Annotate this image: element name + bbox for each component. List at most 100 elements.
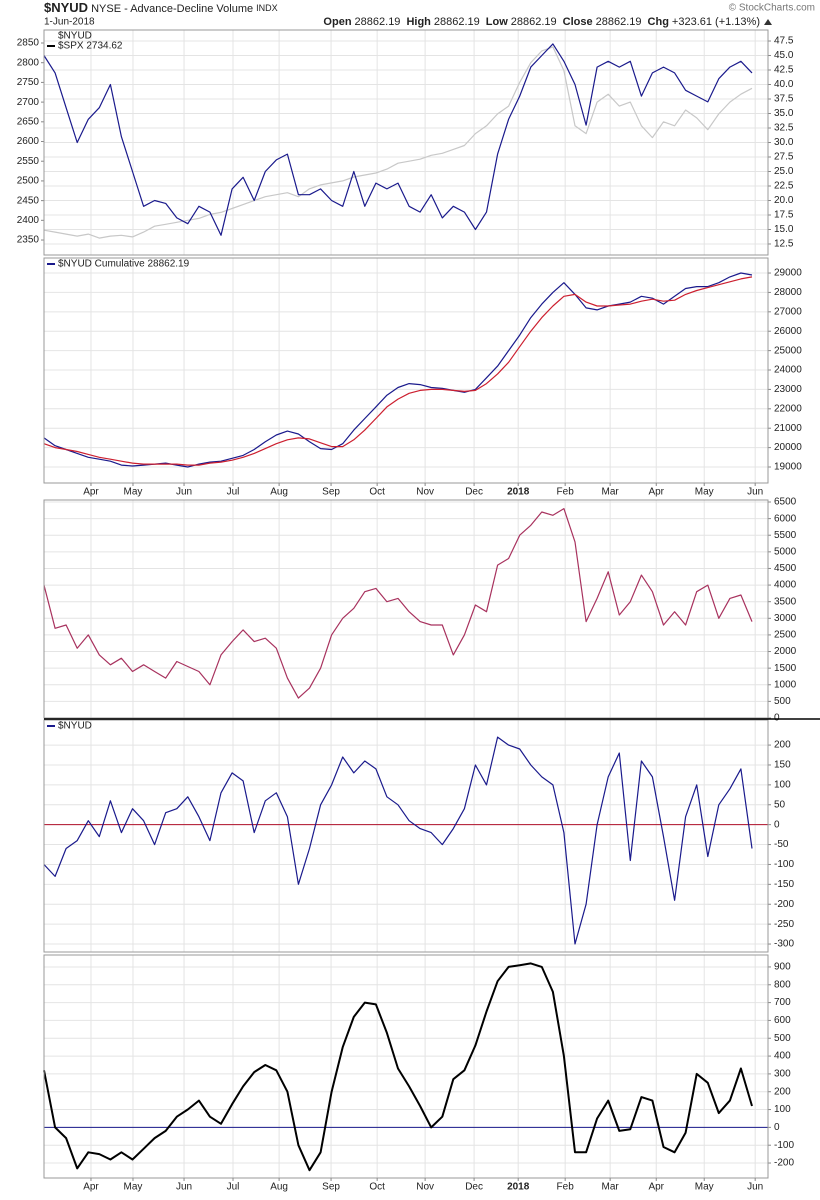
- y-tick-label: -200: [774, 1158, 794, 1169]
- y-tick-label: 200: [774, 740, 791, 751]
- y-tick-label: 0: [774, 1122, 780, 1133]
- y-tick-label: 1000: [774, 679, 797, 690]
- y2-tick-label: 2550: [17, 156, 40, 167]
- x-tick-label: Dec: [465, 1182, 483, 1193]
- y-tick-label: 19000: [774, 462, 802, 473]
- y-tick-label: 37.5: [774, 94, 794, 105]
- y-tick-label: 30.0: [774, 137, 794, 148]
- y-tick-label: 6000: [774, 513, 797, 524]
- header-stats: Open 28862.19 High 28862.19 Low 28862.19 Close…: [323, 16, 760, 28]
- stat-value: 28862.19: [434, 16, 480, 28]
- y-tick-label: -100: [774, 859, 794, 870]
- x-tick-label: Nov: [416, 487, 434, 498]
- x-tick-label: Oct: [369, 487, 385, 498]
- x-tick-label: Apr: [83, 487, 99, 498]
- y2-tick-label: 2400: [17, 215, 40, 226]
- panel-frame: [43, 499, 769, 719]
- y-tick-label: 800: [774, 979, 791, 990]
- x-tick-label: Feb: [557, 487, 575, 498]
- y-tick-label: 600: [774, 1015, 791, 1026]
- x-tick-label: Sep: [322, 487, 340, 498]
- x-tick-label: May: [124, 487, 143, 498]
- y-tick-label: 900: [774, 962, 791, 973]
- y-tick-label: 25000: [774, 345, 802, 356]
- y-tick-label: 45.0: [774, 50, 794, 61]
- y2-tick-label: 2500: [17, 176, 40, 187]
- x-tick-label: Jul: [227, 1182, 240, 1193]
- legend-label: $NYUD: [58, 31, 92, 42]
- y2-tick-label: 2800: [17, 57, 40, 68]
- y-tick-label: 21000: [774, 423, 802, 434]
- y-tick-label: 17.5: [774, 210, 794, 221]
- x-tick-label: Feb: [557, 1182, 575, 1193]
- x-tick-label: Aug: [270, 487, 288, 498]
- panel-frame: [43, 257, 769, 484]
- y-tick-label: 3500: [774, 596, 797, 607]
- y-tick-label: 12.5: [774, 239, 794, 250]
- index-suffix: INDX: [256, 3, 278, 13]
- y-tick-label: -50: [774, 839, 789, 850]
- y-tick-label: 23000: [774, 384, 802, 395]
- y-tick-label: 29000: [774, 268, 802, 279]
- x-tick-label: Aug: [270, 1182, 288, 1193]
- y-tick-label: 40.0: [774, 79, 794, 90]
- y-tick-label: 200: [774, 1086, 791, 1097]
- y-tick-label: 0: [774, 819, 780, 830]
- x-tick-label: May: [695, 1182, 714, 1193]
- y2-tick-label: 2750: [17, 77, 40, 88]
- y-tick-label: 1500: [774, 663, 797, 674]
- y-tick-label: -100: [774, 1140, 794, 1151]
- x-tick-label: Sep: [322, 1182, 340, 1193]
- x-tick-label: Oct: [369, 1182, 385, 1193]
- panel-frame: [43, 719, 769, 953]
- x-tick-label: Mar: [602, 1182, 620, 1193]
- header-date: 1-Jun-2018: [44, 17, 95, 28]
- y-tick-label: -150: [774, 879, 794, 890]
- y-tick-label: 42.5: [774, 65, 794, 76]
- index-name: NYSE - Advance-Decline Volume: [91, 3, 253, 15]
- y-tick-label: 15.0: [774, 224, 794, 235]
- header-title: $NYUD NYSE - Advance-Decline Volume INDX: [44, 0, 278, 15]
- stat-value: +323.61 (+1.13%): [672, 16, 760, 28]
- x-tick-label: Jun: [176, 1182, 192, 1193]
- stat-value: 28862.19: [511, 16, 557, 28]
- y-tick-label: 32.5: [774, 123, 794, 134]
- y2-tick-label: 2350: [17, 235, 40, 246]
- y-tick-label: 27.5: [774, 152, 794, 163]
- y-tick-label: 300: [774, 1069, 791, 1080]
- stat-value: 28862.19: [355, 16, 401, 28]
- y-tick-label: -250: [774, 919, 794, 930]
- y-tick-label: 4500: [774, 563, 797, 574]
- y-tick-label: 28000: [774, 287, 802, 298]
- y-tick-label: 500: [774, 1033, 791, 1044]
- x-tick-label: Nov: [416, 1182, 434, 1193]
- y-tick-label: 20.0: [774, 195, 794, 206]
- y-tick-label: 500: [774, 696, 791, 707]
- y-tick-label: 5000: [774, 546, 797, 557]
- x-tick-label: Jun: [747, 487, 763, 498]
- y-tick-label: 150: [774, 760, 791, 771]
- stat-value: 28862.19: [596, 16, 642, 28]
- y-tick-label: 26000: [774, 326, 802, 337]
- y-tick-label: 100: [774, 1104, 791, 1115]
- x-tick-label: Jul: [227, 487, 240, 498]
- stat-label: Close: [563, 16, 593, 28]
- y-tick-label: 4000: [774, 580, 797, 591]
- y-tick-label: 2000: [774, 646, 797, 657]
- series-line: [43, 736, 753, 945]
- panel-frame: [43, 954, 769, 1179]
- up-arrow: [764, 19, 772, 25]
- series-line: [43, 43, 753, 236]
- y-tick-label: -200: [774, 899, 794, 910]
- y-tick-label: 6500: [774, 497, 797, 508]
- x-tick-label: Jun: [747, 1182, 763, 1193]
- legend-label: $SPX 2734.62: [58, 41, 123, 52]
- x-tick-label: Mar: [602, 487, 620, 498]
- y2-tick-label: 2850: [17, 38, 40, 49]
- y-tick-label: 25.0: [774, 166, 794, 177]
- x-tick-label: 2018: [507, 487, 530, 498]
- copyright: © StockCharts.com: [729, 3, 815, 14]
- y-tick-label: 5500: [774, 530, 797, 541]
- stat-label: Chg: [648, 16, 669, 28]
